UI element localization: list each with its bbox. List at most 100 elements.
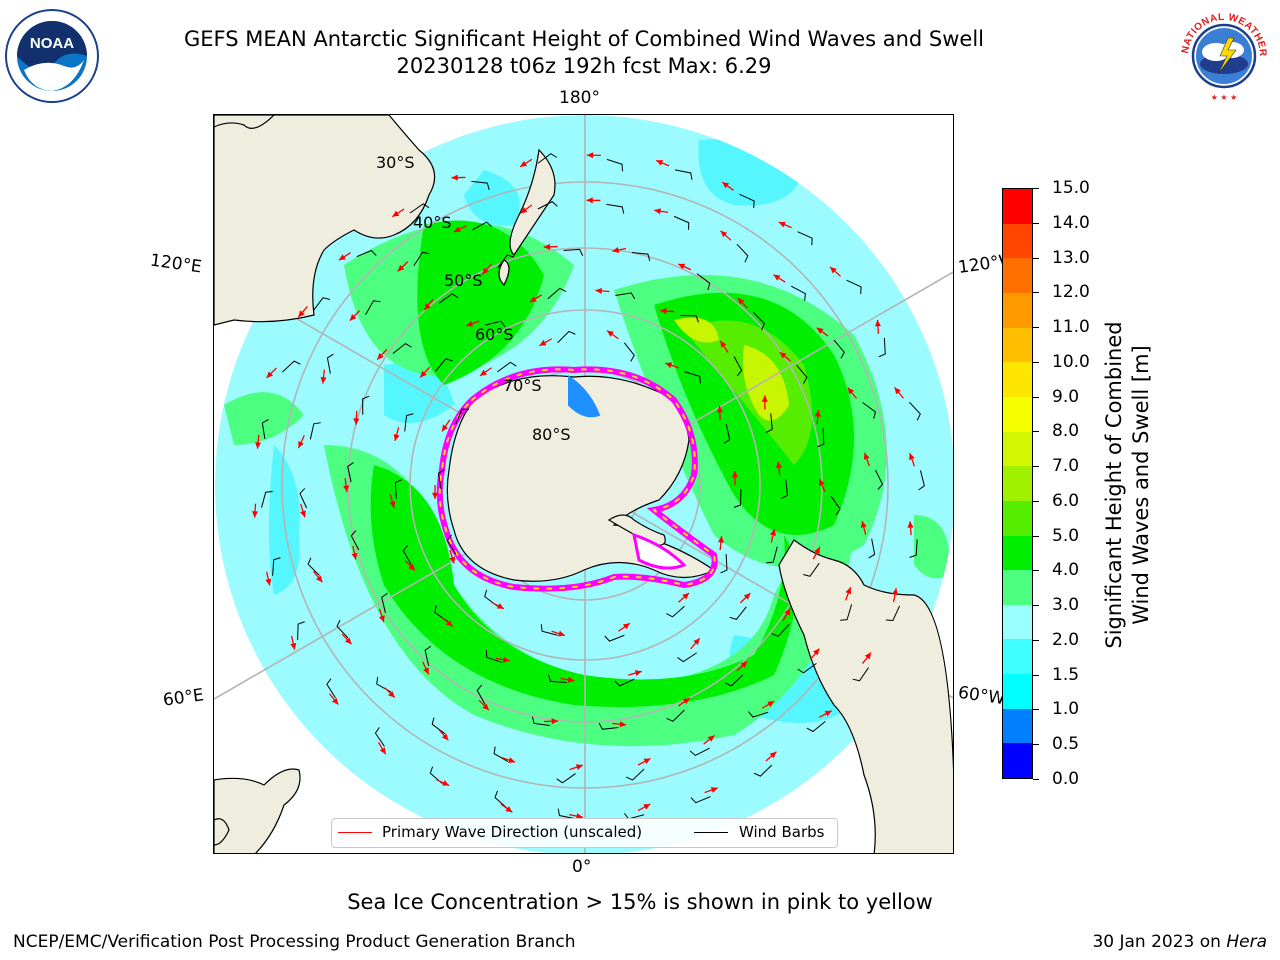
wave-direction-arrowhead xyxy=(567,676,575,683)
wind-barb xyxy=(347,462,354,483)
wind-barb xyxy=(381,592,388,614)
wave-direction-arrowhead xyxy=(595,287,602,294)
wave-direction-arrowhead xyxy=(316,575,323,583)
wave-direction-arrowhead xyxy=(466,320,474,327)
wave-direction-arrowhead xyxy=(586,152,594,159)
wave-direction-arrowhead xyxy=(847,387,855,395)
wind-barbs xyxy=(261,153,925,820)
wave-direction-arrowhead xyxy=(520,207,528,214)
wave-direction-arrowhead xyxy=(813,648,820,656)
wave-direction-arrowhead xyxy=(442,780,450,786)
wind-barb xyxy=(673,215,690,230)
colorbar-tick xyxy=(1033,361,1039,363)
wave-direction-arrowhead xyxy=(830,267,837,274)
wave-direction-arrowhead xyxy=(710,787,718,793)
legend-wave-direction-label: Primary Wave Direction (unscaled) xyxy=(382,823,643,841)
wave-direction-arrowhead xyxy=(769,751,777,759)
colorbar-tick xyxy=(1033,431,1039,433)
wave-direction-arrowhead xyxy=(496,603,504,609)
wave-direction-arrowhead xyxy=(770,528,776,536)
footer-branch: NCEP/EMC/Verification Post Processing Pr… xyxy=(13,932,576,952)
wave-direction-arrowhead xyxy=(338,254,346,261)
wind-barb xyxy=(307,557,320,576)
wind-barb xyxy=(282,360,301,373)
lat-label-70s: 70°S xyxy=(503,376,542,395)
wave-direction-arrowhead xyxy=(860,521,867,528)
wave-direction-arrowhead xyxy=(665,362,673,369)
wave-direction-arrowhead xyxy=(576,813,583,820)
wind-barb xyxy=(733,488,742,508)
wave-direction-arrowhead xyxy=(558,630,565,637)
wave-direction-arrowhead xyxy=(619,721,627,728)
wind-barb xyxy=(739,193,755,208)
wave-direction-arrowhead xyxy=(393,433,400,441)
colorbar-tick xyxy=(1033,535,1039,537)
wind-barb xyxy=(830,495,841,516)
wind-barb xyxy=(817,428,825,448)
wave-direction-arrowhead xyxy=(819,479,825,487)
wind-barb xyxy=(362,395,370,415)
wind-barb xyxy=(446,534,457,555)
wind-barb xyxy=(909,401,921,421)
colorbar-segment xyxy=(1003,258,1032,294)
wave-direction-arrowhead xyxy=(397,264,405,272)
wave-direction-arrowhead xyxy=(824,710,832,717)
colorbar-tick-label: 1.0 xyxy=(1052,699,1080,720)
wave-direction-arrowhead xyxy=(441,733,449,741)
colorbar-tick xyxy=(1033,257,1039,259)
wave-direction-arrowhead xyxy=(740,661,748,668)
wind-barb xyxy=(435,358,453,372)
wave-direction-arrowhead xyxy=(255,442,262,449)
wind-barb xyxy=(806,720,826,733)
wave-direction-arrowhead xyxy=(731,471,738,478)
lon-label-60w: 60°W xyxy=(956,682,1007,710)
colorbar-tick xyxy=(1033,396,1039,398)
colorbar-segment xyxy=(1003,362,1032,397)
colorbar-segment xyxy=(1003,327,1032,363)
wave-direction-arrowhead xyxy=(420,370,427,378)
wave-direction-arrowhead xyxy=(298,310,305,318)
polar-map xyxy=(214,115,953,853)
wave-direction-arrowhead xyxy=(643,803,651,810)
wave-direction-arrowhead xyxy=(816,327,824,334)
wind-barb xyxy=(471,180,490,191)
wave-direction-arrowhead xyxy=(622,623,630,630)
colorbar-tick-label: 9.0 xyxy=(1052,386,1080,407)
wind-barb xyxy=(797,231,813,246)
wind-barb xyxy=(604,634,625,642)
wave-direction-arrowhead xyxy=(737,297,745,305)
footer-machine: Hera xyxy=(1226,932,1267,952)
wave-direction-arrowhead xyxy=(539,339,547,346)
wind-barb xyxy=(497,254,515,269)
wave-direction-arrowhead xyxy=(612,247,620,254)
wave-direction-arrowhead xyxy=(717,536,724,543)
wind-barb xyxy=(690,796,711,804)
colorbar-tick xyxy=(1033,222,1039,224)
wind-barb xyxy=(297,621,305,641)
wave-direction-arrowhead xyxy=(654,208,661,215)
wave-direction-arrowhead xyxy=(449,556,456,564)
wave-direction-arrowhead xyxy=(845,587,852,595)
colorbar-tick xyxy=(1033,639,1039,641)
wave-direction-arrowhead xyxy=(529,296,537,303)
lon-label-0: 0° xyxy=(572,857,592,877)
colorbar-tick-label: 6.0 xyxy=(1052,490,1080,511)
wind-barb xyxy=(313,297,330,311)
colorbar-segment xyxy=(1003,708,1032,744)
wind-barb xyxy=(537,153,557,164)
nws-logo: NATIONAL WEATHER SERVICE ★ ★ ★ xyxy=(1172,0,1272,108)
wind-barb xyxy=(547,287,567,300)
wave-direction-arrowhead xyxy=(482,703,490,711)
wave-direction-arrowhead xyxy=(863,452,870,460)
footer-date-text: 30 Jan 2023 on xyxy=(1092,932,1227,952)
wave-direction-arrowhead xyxy=(716,405,723,413)
colorbar-tick-label: 0.5 xyxy=(1052,734,1080,755)
wind-barb xyxy=(874,469,884,490)
wind-barb xyxy=(374,727,385,747)
wind-barb xyxy=(485,650,503,663)
wave-direction-arrowhead xyxy=(773,274,781,281)
wave-direction-arrowhead xyxy=(445,620,453,627)
wind-barb xyxy=(846,279,862,294)
wave-direction-arrowhead xyxy=(779,352,787,359)
wind-barb xyxy=(885,605,901,621)
